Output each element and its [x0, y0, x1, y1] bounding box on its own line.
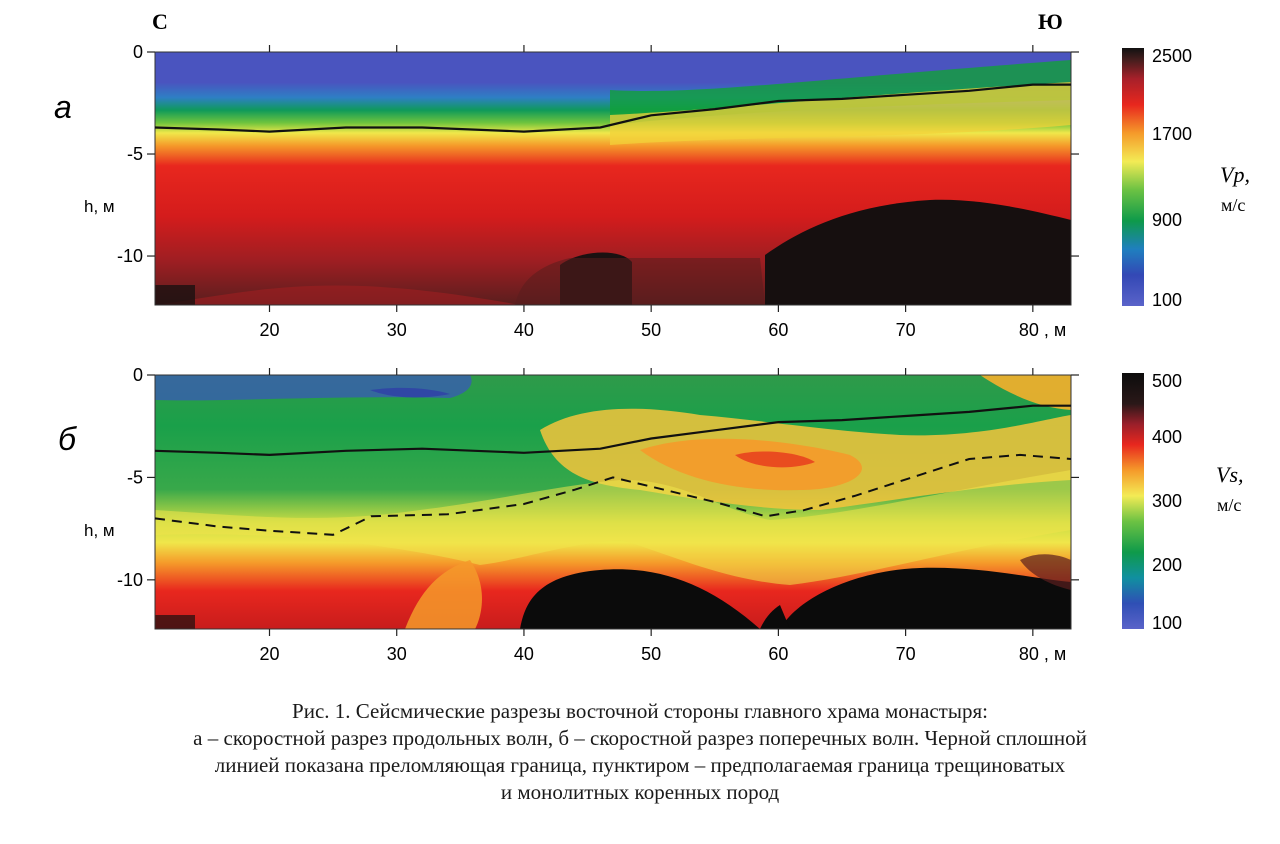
vs-x-tick-label: 40 — [514, 644, 534, 664]
vs-colorbar-ticks: 100 200 300 400 500 — [1152, 371, 1182, 633]
vs-x-tick-label: 30 — [387, 644, 407, 664]
vp-colorbar — [1122, 48, 1144, 306]
vs-colorbar-unit: м/с — [1217, 495, 1241, 515]
vp-colorbar-unit: м/с — [1221, 195, 1245, 215]
vs-ylabel: h, м — [84, 521, 115, 540]
vp-velocity-field — [155, 52, 1071, 305]
vp-x-tick-label: 30 — [387, 320, 407, 340]
vs-x-tick-label: 80 , м — [1019, 644, 1066, 664]
vp-y-tick-label: -5 — [127, 144, 143, 164]
figure-caption: Рис. 1. Сейсмические разрезы восточной с… — [0, 698, 1280, 806]
vs-refractor-line — [154, 404, 1071, 457]
vp-colorbar-tick-label: 900 — [1152, 210, 1182, 230]
vs-x-tick-label: 50 — [641, 644, 661, 664]
vs-y-tick-label: -10 — [117, 570, 143, 590]
vp-colorbar-tick-label: 2500 — [1152, 46, 1192, 66]
vs-y-tick-label: 0 — [133, 365, 143, 385]
vp-x-tick-label: 50 — [641, 320, 661, 340]
caption-line-3: линией показана преломляющая граница, пу… — [214, 753, 1066, 777]
vs-colorbar-tick-label: 500 — [1152, 371, 1182, 391]
direction-south-label: Ю — [1038, 9, 1063, 34]
vp-section-svg: 20 30 40 50 60 70 80 , м 0 -5 -10 С Ю а h, м 100 9… — [54, 9, 1250, 340]
vs-axes: 20 30 40 50 60 70 80 , м 0 -5 -10 — [117, 365, 1079, 664]
vs-colorbar-tick-label: 200 — [1152, 555, 1182, 575]
caption-line-4: и монолитных коренных пород — [500, 780, 780, 804]
vp-axes: 20 30 40 50 60 70 80 , м 0 -5 -10 — [117, 42, 1079, 340]
vp-y-tick-label: 0 — [133, 42, 143, 62]
vp-colorbar-ticks: 100 900 1700 2500 — [1152, 46, 1192, 310]
vs-y-tick-label: -5 — [127, 467, 143, 487]
vs-colorbar-tick-label: 100 — [1152, 613, 1182, 633]
vs-colorbar-tick-label: 400 — [1152, 427, 1182, 447]
vp-x-tick-label: 80 , м — [1019, 320, 1066, 340]
vp-ylabel: h, м — [84, 197, 115, 216]
vs-fracture-boundary-line — [154, 453, 1072, 536]
seismic-section-vs: 20 30 40 50 60 70 80 , м 0 -5 -10 б h, м 100 200 30… — [0, 360, 1280, 680]
vp-y-tick-label: -10 — [117, 246, 143, 266]
vs-velocity-field — [155, 375, 1071, 629]
vp-x-tick-label: 60 — [768, 320, 788, 340]
vs-x-tick-label: 60 — [768, 644, 788, 664]
vs-colorbar-tick-label: 300 — [1152, 491, 1182, 511]
vp-x-tick-label: 70 — [896, 320, 916, 340]
panel-a-label: а — [54, 89, 72, 125]
vs-section-svg: 20 30 40 50 60 70 80 , м 0 -5 -10 б h, м 100 200 30… — [58, 365, 1244, 664]
vp-x-tick-label: 40 — [514, 320, 534, 340]
vs-colorbar — [1122, 373, 1144, 629]
caption-line-1: Рис. 1. Сейсмические разрезы восточной с… — [292, 699, 988, 723]
vp-x-tick-label: 20 — [259, 320, 279, 340]
panel-b-label: б — [58, 421, 77, 457]
vs-x-tick-label: 20 — [259, 644, 279, 664]
seismic-section-vp: 20 30 40 50 60 70 80 , м 0 -5 -10 С Ю а h, м 100 9… — [0, 0, 1280, 350]
direction-north-label: С — [152, 9, 168, 34]
vp-colorbar-tick-label: 100 — [1152, 290, 1182, 310]
vp-colorbar-tick-label: 1700 — [1152, 124, 1192, 144]
caption-line-2: а – скоростной разрез продольных волн, б… — [193, 726, 1087, 750]
vs-colorbar-title: Vs, — [1216, 462, 1244, 487]
vs-x-tick-label: 70 — [896, 644, 916, 664]
vp-refractor-line — [154, 83, 1071, 133]
vp-colorbar-title: Vp, — [1220, 162, 1250, 187]
